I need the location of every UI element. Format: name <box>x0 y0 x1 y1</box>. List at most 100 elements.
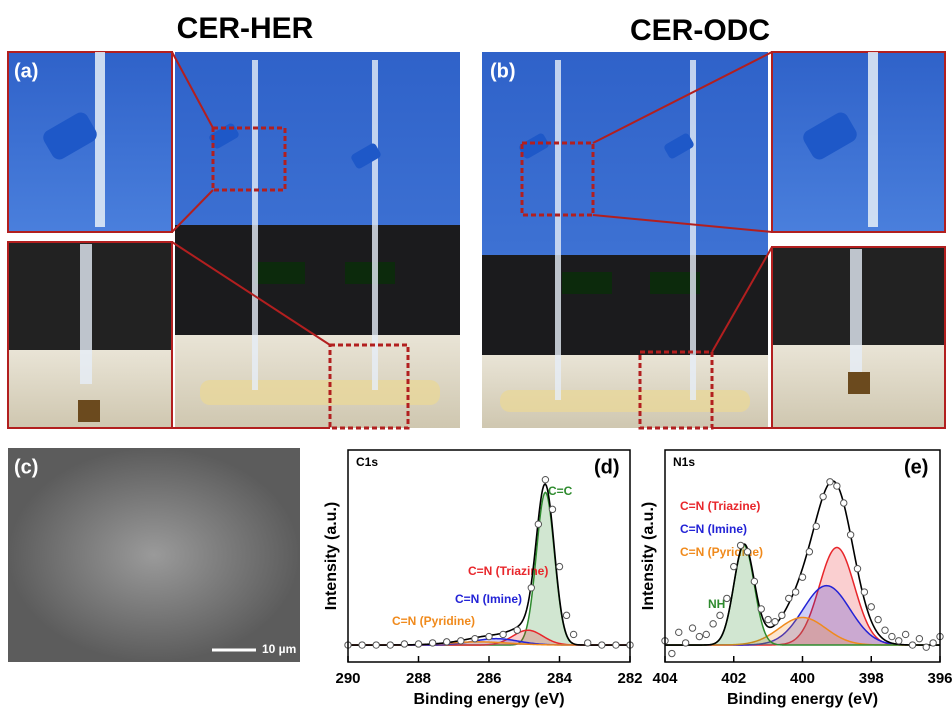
x-tick-label: 288 <box>406 670 431 687</box>
panel-label: (b) <box>490 60 516 82</box>
data-point <box>675 628 683 637</box>
data-point <box>584 639 592 647</box>
data-point <box>716 611 724 620</box>
peak-label: C=N (Imine) <box>680 522 747 536</box>
title: CER-HER <box>177 12 314 45</box>
data-point <box>908 641 917 649</box>
data-point <box>881 626 889 634</box>
data-point <box>723 594 731 603</box>
panel-label: (e) <box>904 456 928 478</box>
peak-label: C=N (Triazine) <box>468 564 548 578</box>
data-point <box>764 615 772 624</box>
x-tick-label: 404 <box>652 670 678 687</box>
component-area <box>348 492 630 646</box>
zoom-marker <box>211 126 714 430</box>
data-point <box>826 478 834 486</box>
panel-label: (c) <box>14 456 38 478</box>
peak-label: C=C <box>548 484 573 498</box>
x-tick-label: 286 <box>476 670 501 687</box>
data-point <box>833 482 841 490</box>
data-point <box>386 641 394 649</box>
photo <box>482 52 768 428</box>
data-point <box>372 641 380 649</box>
component-area <box>665 617 940 646</box>
data-point <box>457 637 465 645</box>
data-point <box>736 541 745 550</box>
core-level-label: N1s <box>673 455 695 469</box>
data-point <box>778 611 786 620</box>
data-point <box>499 630 507 639</box>
component-area <box>665 585 940 646</box>
x-tick-label: 396 <box>927 670 952 687</box>
data-point <box>443 638 451 646</box>
y-axis-label: Intensity (a.u.) <box>323 502 340 610</box>
data-point <box>888 632 896 641</box>
data-point <box>668 649 676 658</box>
x-tick-label: 290 <box>335 670 360 687</box>
data-point <box>414 640 423 648</box>
photo <box>175 52 460 428</box>
data-point <box>771 618 779 626</box>
y-axis-label: Intensity (a.u.) <box>640 502 657 610</box>
x-tick-label: 398 <box>859 670 884 687</box>
inset-detail <box>9 52 944 427</box>
component-area <box>665 545 940 646</box>
data-point <box>743 548 752 556</box>
data-point <box>485 632 493 641</box>
data-point <box>681 639 690 647</box>
x-tick-label: 402 <box>721 670 746 687</box>
x-tick-label: 400 <box>790 670 815 687</box>
data-point <box>562 611 571 620</box>
data-point <box>785 594 793 603</box>
data-point <box>901 630 910 639</box>
component-area <box>348 641 630 646</box>
data-point <box>846 531 855 539</box>
data-point <box>358 641 366 649</box>
data-point <box>867 603 875 611</box>
plot-frame <box>347 449 631 663</box>
data-point <box>569 630 578 639</box>
peak-label: C=N (Pyridine) <box>392 614 475 628</box>
data-point <box>895 637 903 645</box>
data-point <box>757 605 765 613</box>
data-point <box>612 641 620 649</box>
data-point <box>730 562 738 571</box>
x-tick-label: 284 <box>547 670 573 687</box>
data-point <box>915 634 924 643</box>
data-point <box>819 492 827 501</box>
connector <box>171 51 773 429</box>
data-point <box>688 624 697 632</box>
panel-label: (a) <box>14 60 38 82</box>
peak-label: C=N (Triazine) <box>680 499 760 513</box>
data-point <box>527 584 535 592</box>
envelope-fit <box>665 480 941 646</box>
data-point <box>555 562 564 571</box>
data-point <box>471 634 479 643</box>
peak-label: NH <box>708 597 725 611</box>
data-point <box>853 565 862 573</box>
data-point <box>709 620 717 628</box>
data-point <box>400 640 409 648</box>
data-point <box>922 643 930 651</box>
sem-image <box>8 448 300 662</box>
data-point <box>513 626 521 634</box>
data-point <box>702 630 710 639</box>
data-point <box>840 499 848 507</box>
data-point <box>541 475 550 484</box>
panel-label: (d) <box>594 456 620 478</box>
scale-bar-label: 10 µm <box>262 642 296 656</box>
data-point <box>929 639 937 647</box>
data-point <box>548 505 557 514</box>
x-axis-label: Binding energy (eV) <box>727 691 878 708</box>
x-axis-label: Binding energy (eV) <box>413 691 564 708</box>
data-point <box>798 573 807 581</box>
data-point <box>750 577 759 586</box>
data-point <box>791 588 800 596</box>
data-point <box>805 548 814 556</box>
data-point <box>695 632 704 641</box>
title: CER-ODC <box>630 14 770 47</box>
data-point <box>860 588 869 596</box>
data-point <box>874 615 882 624</box>
data-point <box>428 639 437 647</box>
